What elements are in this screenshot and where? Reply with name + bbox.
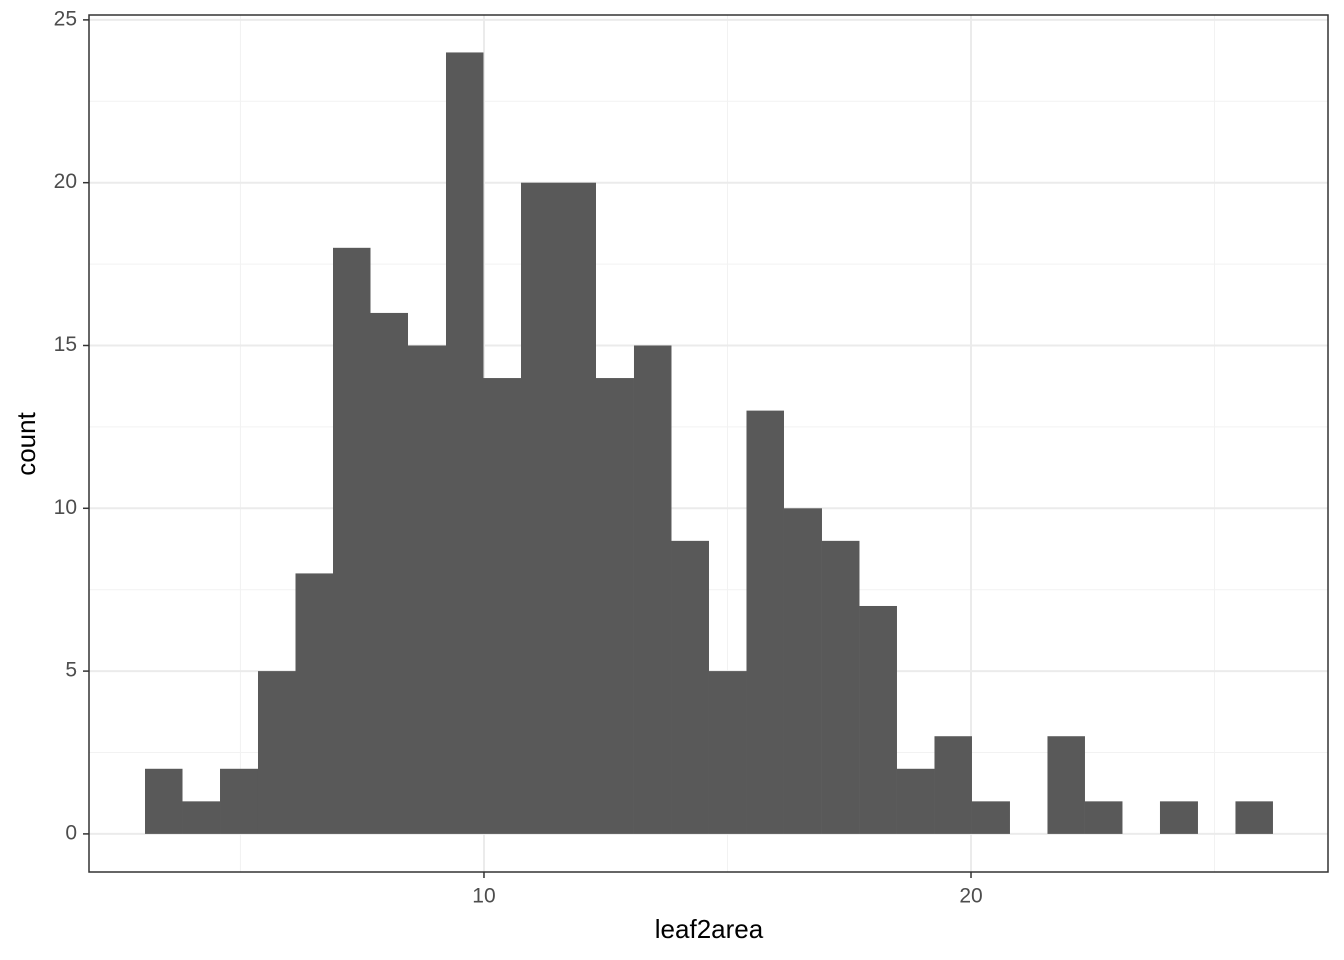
y-tick-label: 20 — [54, 170, 77, 193]
bar — [257, 671, 296, 834]
bar — [333, 247, 371, 834]
bar — [520, 182, 559, 834]
bar — [595, 378, 634, 834]
y-tick-label: 25 — [54, 7, 77, 30]
bar — [896, 768, 935, 834]
bar — [370, 312, 409, 834]
bar — [483, 378, 521, 834]
bar — [1084, 801, 1123, 834]
y-tick-label: 15 — [54, 333, 77, 356]
bar — [220, 768, 258, 834]
bar — [445, 52, 484, 834]
bar — [1159, 801, 1198, 834]
bar — [295, 573, 334, 834]
bar — [633, 345, 672, 834]
y-tick-label: 0 — [65, 821, 77, 844]
bar — [708, 671, 747, 834]
bar — [558, 182, 596, 834]
bar — [971, 801, 1010, 834]
x-tick-label: 20 — [959, 885, 982, 908]
bar — [408, 345, 446, 834]
bar — [746, 410, 784, 834]
y-axis-title: count — [11, 411, 41, 475]
bar — [934, 736, 972, 834]
y-tick-label: 5 — [65, 659, 77, 682]
bar — [859, 605, 897, 834]
bar — [1047, 736, 1085, 834]
panel-border — [88, 14, 1329, 873]
bar — [671, 540, 709, 834]
bar — [821, 540, 860, 834]
y-tick-label: 10 — [54, 496, 77, 519]
bar — [145, 768, 183, 834]
bar — [783, 508, 822, 834]
bar — [1235, 801, 1273, 834]
x-axis-title: leaf2area — [655, 914, 764, 944]
x-tick-label: 10 — [472, 885, 495, 908]
bar — [182, 801, 221, 834]
